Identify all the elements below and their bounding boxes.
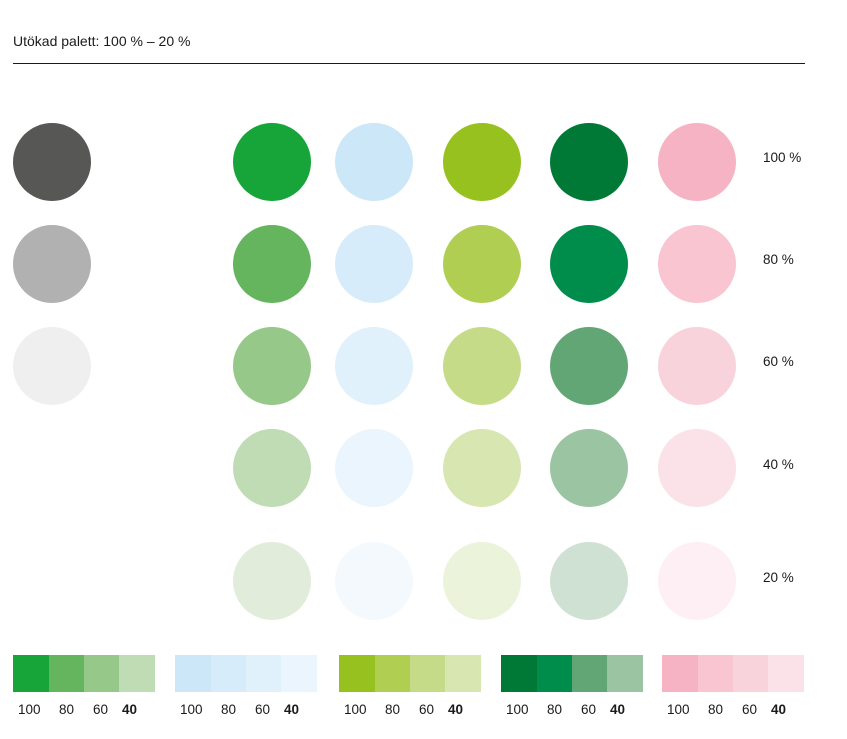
swatch-green-80 bbox=[49, 655, 85, 692]
swatch-light-blue-100 bbox=[175, 655, 211, 692]
color-dot-light-blue-20 bbox=[335, 542, 413, 620]
swatch-dark-green-100 bbox=[501, 655, 537, 692]
color-dot-lime-20 bbox=[443, 542, 521, 620]
color-dot-gray-100 bbox=[13, 123, 91, 201]
color-dot-pink-60 bbox=[658, 327, 736, 405]
color-dot-lime-60 bbox=[443, 327, 521, 405]
swatch-label-40: 40 bbox=[448, 702, 464, 717]
swatch-label-40: 40 bbox=[771, 702, 787, 717]
swatch-label-60: 60 bbox=[742, 702, 758, 717]
swatch-label-100: 100 bbox=[18, 702, 41, 717]
swatch-label-40: 40 bbox=[610, 702, 626, 717]
row-label-20: 20 % bbox=[763, 570, 794, 585]
swatch-lime-60 bbox=[410, 655, 446, 692]
swatch-label-80: 80 bbox=[221, 702, 237, 717]
color-dot-green-100 bbox=[233, 123, 311, 201]
title-divider bbox=[13, 63, 805, 64]
swatch-label-40: 40 bbox=[284, 702, 300, 717]
color-dot-lime-80 bbox=[443, 225, 521, 303]
color-dot-pink-40 bbox=[658, 429, 736, 507]
color-dot-dark-green-20 bbox=[550, 542, 628, 620]
swatch-pink-40 bbox=[768, 655, 804, 692]
color-dot-dark-green-40 bbox=[550, 429, 628, 507]
color-dot-pink-100 bbox=[658, 123, 736, 201]
color-dot-lime-100 bbox=[443, 123, 521, 201]
swatch-dark-green-60 bbox=[572, 655, 608, 692]
row-label-100: 100 % bbox=[763, 150, 802, 165]
swatch-label-60: 60 bbox=[419, 702, 435, 717]
swatch-dark-green-40 bbox=[607, 655, 643, 692]
swatch-green-40 bbox=[119, 655, 155, 692]
swatch-green-60 bbox=[84, 655, 120, 692]
color-dot-light-blue-60 bbox=[335, 327, 413, 405]
color-dot-pink-80 bbox=[658, 225, 736, 303]
swatch-label-100: 100 bbox=[344, 702, 367, 717]
swatch-label-40: 40 bbox=[122, 702, 138, 717]
swatch-lime-80 bbox=[375, 655, 411, 692]
color-dot-light-blue-80 bbox=[335, 225, 413, 303]
swatch-label-100: 100 bbox=[506, 702, 529, 717]
row-label-40: 40 % bbox=[763, 457, 794, 472]
swatch-label-60: 60 bbox=[93, 702, 109, 717]
swatch-dark-green-80 bbox=[537, 655, 573, 692]
color-dot-green-60 bbox=[233, 327, 311, 405]
color-dot-lime-40 bbox=[443, 429, 521, 507]
swatch-label-60: 60 bbox=[581, 702, 597, 717]
swatch-lime-100 bbox=[339, 655, 375, 692]
swatch-pink-80 bbox=[698, 655, 734, 692]
page-title: Utökad palett: 100 % – 20 % bbox=[13, 33, 191, 49]
color-dot-gray-60 bbox=[13, 327, 91, 405]
swatch-label-80: 80 bbox=[385, 702, 401, 717]
swatch-pink-60 bbox=[733, 655, 769, 692]
swatch-light-blue-80 bbox=[211, 655, 247, 692]
color-dot-green-80 bbox=[233, 225, 311, 303]
row-label-80: 80 % bbox=[763, 252, 794, 267]
color-dot-dark-green-60 bbox=[550, 327, 628, 405]
swatch-green-100 bbox=[13, 655, 49, 692]
swatch-lime-40 bbox=[445, 655, 481, 692]
color-dot-light-blue-100 bbox=[335, 123, 413, 201]
row-label-60: 60 % bbox=[763, 354, 794, 369]
color-dot-gray-80 bbox=[13, 225, 91, 303]
swatch-label-80: 80 bbox=[59, 702, 75, 717]
swatch-light-blue-40 bbox=[281, 655, 317, 692]
swatch-label-80: 80 bbox=[708, 702, 724, 717]
swatch-label-100: 100 bbox=[667, 702, 690, 717]
color-dot-dark-green-80 bbox=[550, 225, 628, 303]
color-dot-dark-green-100 bbox=[550, 123, 628, 201]
swatch-label-80: 80 bbox=[547, 702, 563, 717]
color-dot-green-40 bbox=[233, 429, 311, 507]
color-dot-green-20 bbox=[233, 542, 311, 620]
swatch-label-60: 60 bbox=[255, 702, 271, 717]
color-dot-light-blue-40 bbox=[335, 429, 413, 507]
swatch-light-blue-60 bbox=[246, 655, 282, 692]
swatch-label-100: 100 bbox=[180, 702, 203, 717]
color-dot-pink-20 bbox=[658, 542, 736, 620]
swatch-pink-100 bbox=[662, 655, 698, 692]
